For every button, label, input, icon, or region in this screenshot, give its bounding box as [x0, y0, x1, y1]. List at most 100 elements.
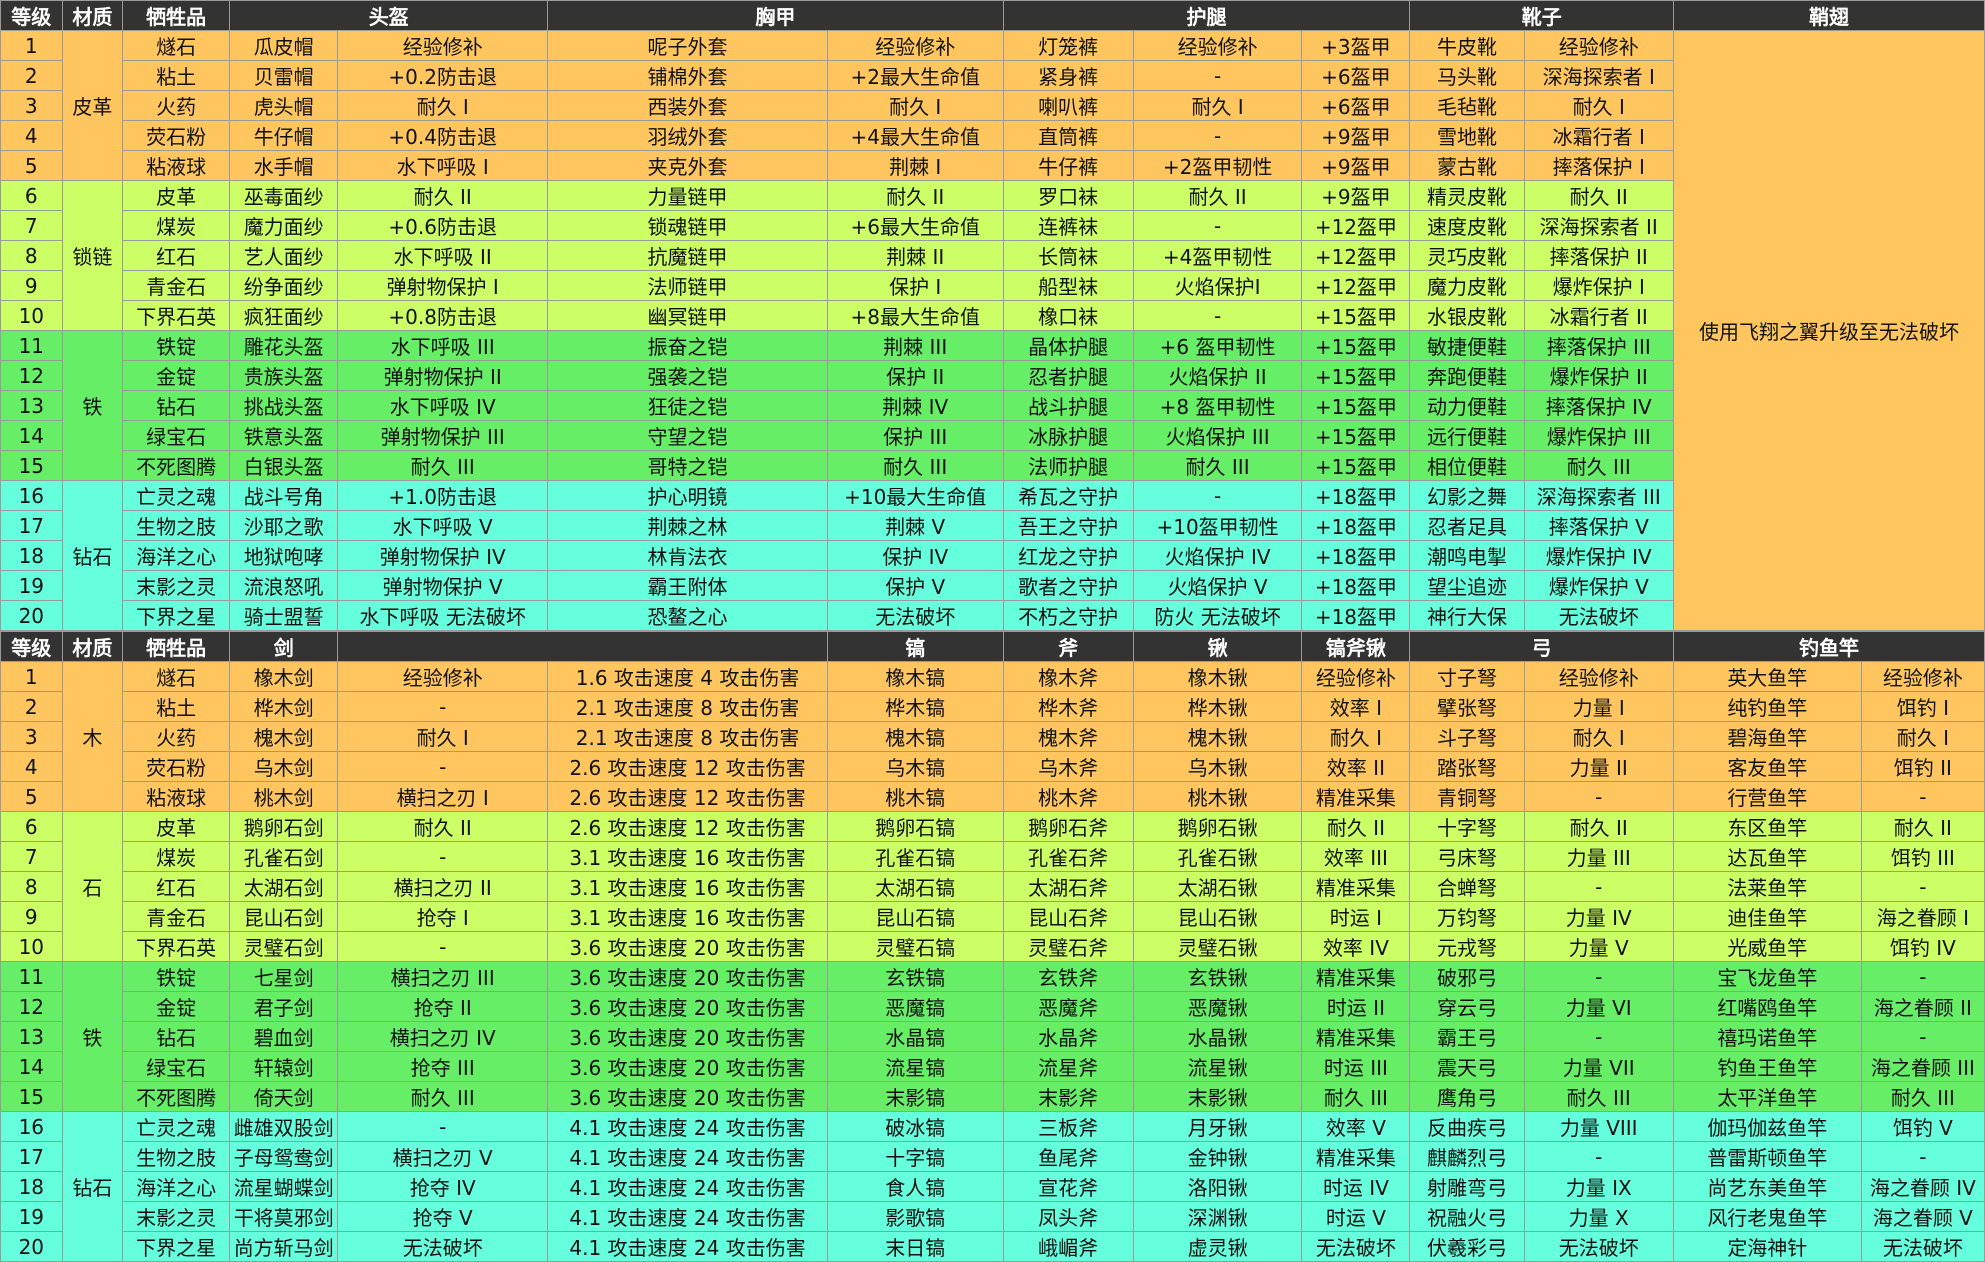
- sword-name-cell: 鹅卵石剑: [229, 811, 339, 842]
- chest-enchant-cell: 保护 II: [826, 360, 1004, 391]
- helmet-name-cell: 贵族头盔: [229, 360, 339, 391]
- header-elytra: 鞘翅: [1672, 0, 1985, 31]
- legs-enchant-cell: -: [1132, 480, 1303, 511]
- legs-armor-cell: +15盔甲: [1301, 360, 1411, 391]
- boots-name-cell: 蒙古靴: [1409, 150, 1525, 181]
- boots-enchant-cell: 无法破坏: [1523, 600, 1674, 631]
- sacrifice-cell: 皮革: [122, 180, 231, 211]
- shovel-name-cell: 水晶锹: [1132, 1021, 1303, 1052]
- sacrifice-cell: 粘液球: [122, 781, 231, 812]
- level-cell: 6: [0, 180, 63, 211]
- table-row: 9 青金石 纷争面纱 弹射物保护 I 法师链甲 保护 I 船型袜 火焰保护I +12盔甲 魔力皮靴…: [0, 270, 1985, 301]
- bow-enchant-cell: 力量 V: [1523, 931, 1674, 962]
- rod-enchant-cell: 经验修补: [1860, 661, 1985, 692]
- rod-enchant-cell: 饵钓 V: [1860, 1111, 1985, 1142]
- legs-enchant-cell: 火焰保护I: [1132, 270, 1303, 301]
- header-axe: 斧: [1002, 631, 1134, 662]
- sword-enchant-cell: -: [337, 841, 549, 872]
- sacrifice-cell: 金锭: [122, 360, 231, 391]
- table-row: 16 钻石 亡灵之魂 战斗号角 +1.0防击退 护心明镜 +10最大生命值 希瓦之守护 - +18…: [0, 480, 1985, 631]
- legs-enchant-cell: -: [1132, 60, 1303, 91]
- tool-enchant-cell: 耐久 I: [1301, 721, 1411, 752]
- tool-enchant-cell: 时运 I: [1301, 901, 1411, 932]
- rod-enchant-cell: 饵钓 III: [1860, 841, 1985, 872]
- boots-enchant-cell: 冰霜行者 II: [1523, 300, 1674, 331]
- sacrifice-cell: 火药: [122, 90, 231, 121]
- tool-enchant-cell: 精准采集: [1301, 781, 1411, 812]
- bow-name-cell: 射雕弯弓: [1409, 1171, 1525, 1202]
- legs-enchant-cell: -: [1132, 120, 1303, 151]
- chest-name-cell: 守望之铠: [547, 420, 828, 451]
- level-cell: 13: [0, 1021, 63, 1052]
- tool-enchant-cell: 无法破坏: [1301, 1231, 1411, 1262]
- shovel-name-cell: 灵璧石锹: [1132, 931, 1303, 962]
- sword-name-cell: 流星蝴蝶剑: [229, 1171, 339, 1202]
- rod-enchant-cell: 海之眷顾 II: [1860, 991, 1985, 1022]
- legs-enchant-cell: +10盔甲韧性: [1132, 510, 1303, 541]
- legs-name-cell: 橡口袜: [1002, 300, 1134, 331]
- sword-stats-cell: 2.6 攻击速度 12 攻击伤害: [547, 781, 828, 812]
- level-cell: 1: [0, 30, 63, 61]
- sacrifice-cell: 皮革: [122, 811, 231, 842]
- sword-enchant-cell: 耐久 III: [337, 1081, 549, 1112]
- rod-name-cell: 行营鱼竿: [1672, 781, 1862, 812]
- chest-name-cell: 西装外套: [547, 90, 828, 121]
- header-chestplate: 胸甲: [547, 0, 1004, 31]
- sword-enchant-cell: 横扫之刃 II: [337, 871, 549, 902]
- sword-stats-cell: 3.1 攻击速度 16 攻击伤害: [547, 841, 828, 872]
- bow-enchant-cell: 力量 IX: [1523, 1171, 1674, 1202]
- tool-enchant-cell: 效率 I: [1301, 691, 1411, 722]
- boots-enchant-cell: 摔落保护 I: [1523, 150, 1674, 181]
- bow-name-cell: 踏张弩: [1409, 751, 1525, 782]
- rod-enchant-cell: 耐久 III: [1860, 1081, 1985, 1112]
- helmet-enchant-cell: 水下呼吸 无法破坏: [337, 600, 549, 631]
- sword-name-cell: 桃木剑: [229, 781, 339, 812]
- sword-stats-cell: 4.1 攻击速度 24 攻击伤害: [547, 1201, 828, 1232]
- bow-enchant-cell: 力量 X: [1523, 1201, 1674, 1232]
- rod-name-cell: 光威鱼竿: [1672, 931, 1862, 962]
- chest-enchant-cell: 荆棘 IV: [826, 390, 1004, 421]
- axe-name-cell: 玄铁斧: [1002, 961, 1134, 992]
- header-pickaxe: 镐: [826, 631, 1004, 662]
- table-row: 7 煤炭 孔雀石剑 -3.1 攻击速度 16 攻击伤害 孔雀石镐 孔雀石斧 孔雀石锹 效率 I…: [0, 841, 1985, 872]
- table-row: 18 海洋之心 流星蝴蝶剑 抢夺 IV 4.1 攻击速度 24 攻击伤害 食人镐 宣花斧 洛阳…: [0, 1171, 1985, 1202]
- helmet-enchant-cell: 水下呼吸 II: [337, 240, 549, 271]
- table-row: 15 不死图腾 倚天剑 耐久 III 3.6 攻击速度 20 攻击伤害 末影镐 末影斧 末影锹…: [0, 1081, 1985, 1112]
- boots-name-cell: 灵巧皮靴: [1409, 240, 1525, 271]
- sword-stats-cell: 2.1 攻击速度 8 攻击伤害: [547, 721, 828, 752]
- table-row: 20 下界之星 尚方斩马剑 无法破坏 4.1 攻击速度 24 攻击伤害 末日镐 峨嵋斧 虚灵锹…: [0, 1231, 1985, 1262]
- boots-enchant-cell: 耐久 I: [1523, 90, 1674, 121]
- sacrifice-cell: 亡灵之魂: [122, 480, 231, 511]
- level-cell: 12: [0, 991, 63, 1022]
- legs-enchant-cell: 火焰保护 III: [1132, 420, 1303, 451]
- rod-name-cell: 普雷斯顿鱼竿: [1672, 1141, 1862, 1172]
- legs-name-cell: 紧身裤: [1002, 60, 1134, 91]
- legs-enchant-cell: 耐久 II: [1132, 180, 1303, 211]
- boots-name-cell: 忍者足具: [1409, 510, 1525, 541]
- bow-enchant-cell: -: [1523, 781, 1674, 812]
- sacrifice-cell: 海洋之心: [122, 1171, 231, 1202]
- helmet-enchant-cell: 水下呼吸 IV: [337, 390, 549, 421]
- axe-name-cell: 水晶斧: [1002, 1021, 1134, 1052]
- table-row: 5 粘液球 桃木剑 横扫之刃 I 2.6 攻击速度 12 攻击伤害 桃木镐 桃木斧 桃木锹 精准…: [0, 781, 1985, 812]
- shovel-name-cell: 洛阳锹: [1132, 1171, 1303, 1202]
- header-level: 等级: [0, 0, 63, 31]
- helmet-name-cell: 魔力面纱: [229, 210, 339, 241]
- material-cell: 木: [61, 661, 124, 812]
- material-cell: 铁: [61, 961, 124, 1112]
- header-material: 材质: [61, 0, 124, 31]
- bow-enchant-cell: 力量 III: [1523, 841, 1674, 872]
- level-cell: 12: [0, 360, 63, 391]
- rod-name-cell: 钓鱼王鱼竿: [1672, 1051, 1862, 1082]
- level-cell: 4: [0, 751, 63, 782]
- helmet-name-cell: 水手帽: [229, 150, 339, 181]
- pickaxe-name-cell: 破冰镐: [826, 1111, 1004, 1142]
- sacrifice-cell: 下界石英: [122, 300, 231, 331]
- sword-stats-cell: 3.6 攻击速度 20 攻击伤害: [547, 931, 828, 962]
- level-cell: 3: [0, 90, 63, 121]
- sword-stats-cell: 4.1 攻击速度 24 攻击伤害: [547, 1111, 828, 1142]
- level-cell: 2: [0, 691, 63, 722]
- table-row: 11 铁铁锭 雕花头盔 水下呼吸 III 振奋之铠 荆棘 III 晶体护腿 +6 盔甲韧性 +1…: [0, 330, 1985, 481]
- helmet-enchant-cell: 弹射物保护 IV: [337, 540, 549, 571]
- table-row: 10 下界石英 疯狂面纱 +0.8防击退 幽冥链甲 +8最大生命值 橡口袜 - +15盔甲 水银皮…: [0, 300, 1985, 331]
